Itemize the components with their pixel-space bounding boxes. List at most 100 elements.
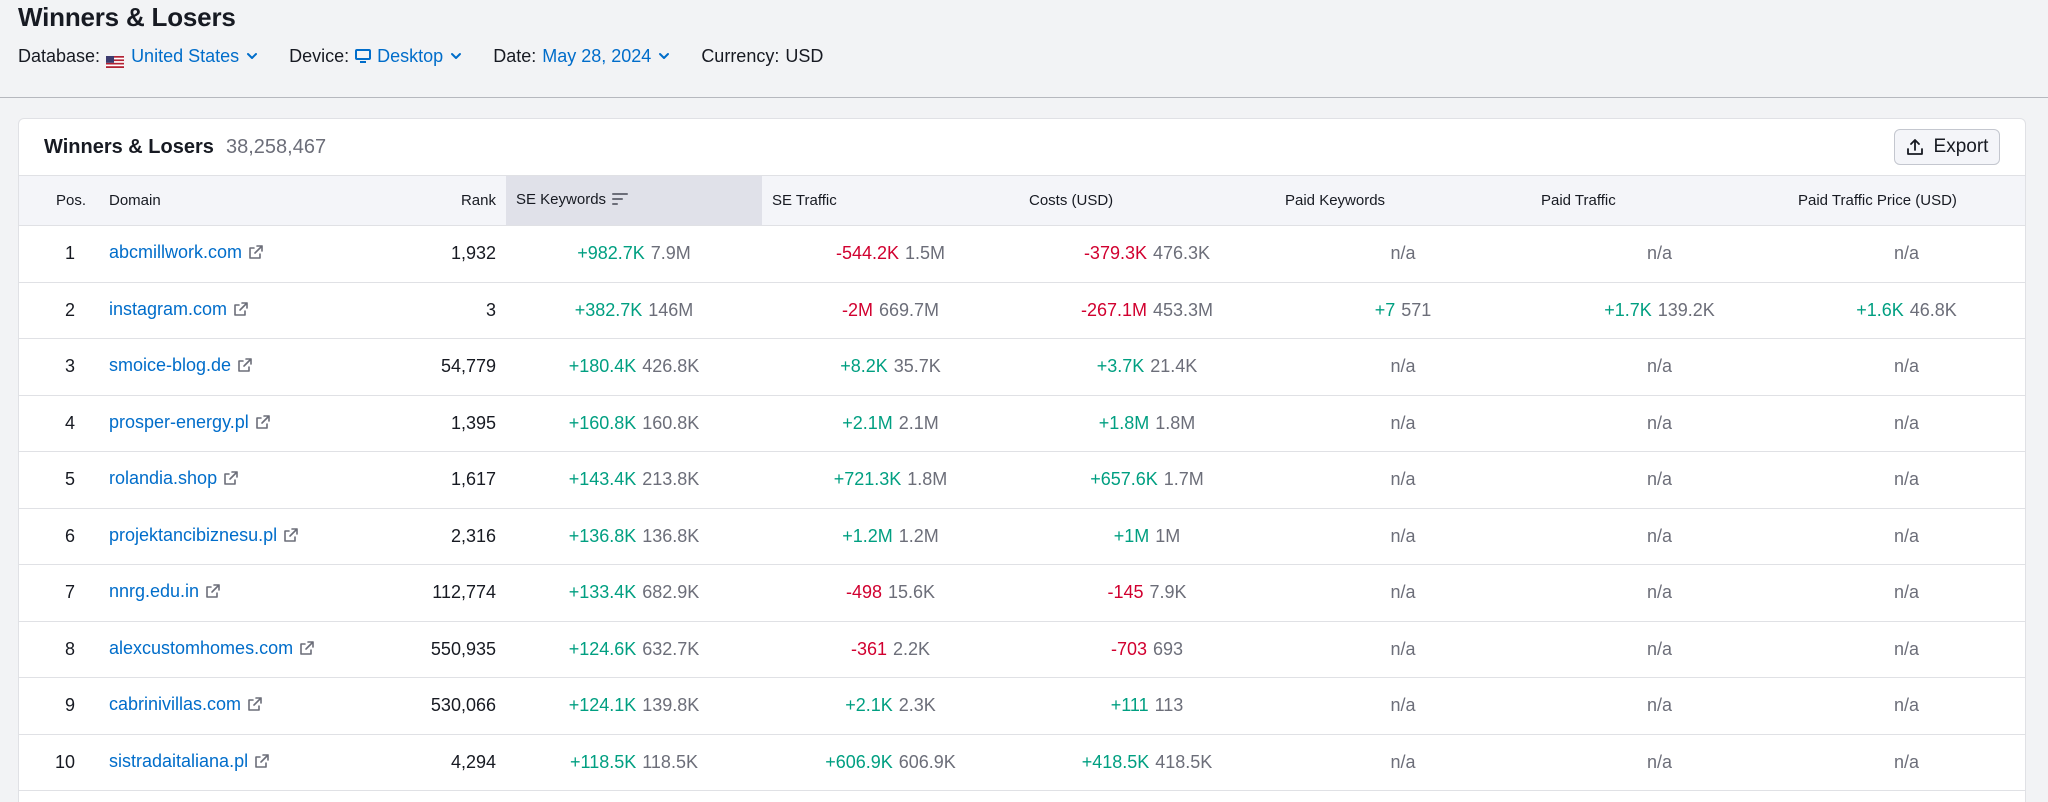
cell-se-keywords-delta: +136.8K	[568, 525, 637, 546]
cell-paid-traffic-price: n/a	[1788, 565, 2025, 622]
domain-link[interactable]: sistradaitaliana.pl	[109, 750, 249, 771]
table-row: 9 cabrinivillas.com 530,066 +124.1K 139.8K +2…	[19, 678, 2025, 735]
domain-link[interactable]: cabrinivillas.com	[109, 694, 242, 715]
domain-link[interactable]: smoice-blog.de	[109, 355, 232, 376]
domain-link[interactable]: prosper-energy.pl	[109, 411, 249, 432]
chevron-down-icon	[657, 49, 671, 63]
results-count: 38,258,467	[226, 136, 327, 158]
database-value: United States	[131, 46, 240, 66]
external-link-icon[interactable]	[254, 753, 270, 774]
cell-paid-traffic-price-value: n/a	[1893, 582, 1920, 603]
col-header-pos[interactable]: Pos.	[19, 175, 99, 226]
date-dropdown[interactable]: May 28, 2024	[542, 44, 671, 68]
cell-rank: 1,932	[450, 243, 496, 264]
cell-paid-traffic-delta: +1.7K	[1604, 299, 1652, 320]
cell-domain: nnrg.edu.in	[99, 565, 304, 622]
cell-costs: -703 693	[1019, 621, 1275, 678]
external-link-icon[interactable]	[255, 414, 271, 435]
cell-se-traffic: +606.9K 606.9K	[762, 734, 1019, 791]
cell-rank: 530,066	[430, 695, 496, 716]
cell-paid-traffic-price: +1.6K 46.8K	[1788, 282, 2025, 339]
cell-paid-keywords: n/a	[1275, 565, 1531, 622]
domain-link[interactable]: abcmillwork.com	[109, 242, 243, 263]
cell-rank: 3	[485, 299, 496, 320]
database-dropdown[interactable]: United States	[106, 44, 259, 68]
col-header-paid-keywords[interactable]: Paid Keywords	[1275, 175, 1531, 226]
external-link-icon[interactable]	[283, 527, 299, 548]
cell-pos: 1	[64, 243, 75, 264]
cell-se-keywords: +133.4K 682.9K	[506, 565, 762, 622]
cell-paid-traffic-value: 139.2K	[1657, 299, 1715, 320]
external-link-icon[interactable]	[299, 640, 315, 661]
cell-se-traffic: -498 15.6K	[762, 565, 1019, 622]
cell-se-traffic-delta: -498	[845, 582, 882, 603]
external-link-icon[interactable]	[223, 470, 239, 491]
cell-paid-traffic-value: n/a	[1646, 412, 1673, 433]
cell-se-keywords-delta: +124.1K	[568, 695, 637, 716]
sort-descending-icon[interactable]	[612, 192, 629, 210]
card-title: Winners & Losers	[44, 136, 214, 158]
results-table: Pos. Domain Rank SE Keywords SE Traffic …	[19, 175, 2025, 791]
cell-paid-keywords-value: n/a	[1390, 243, 1416, 264]
cell-paid-traffic-price: n/a	[1788, 621, 2025, 678]
cell-costs-value: 1M	[1155, 525, 1181, 546]
col-header-paid-traffic[interactable]: Paid Traffic	[1531, 175, 1788, 226]
domain-link[interactable]: projektancibiznesu.pl	[109, 524, 278, 545]
cell-se-keywords-delta: +180.4K	[568, 356, 637, 377]
cell-paid-traffic-price-value: n/a	[1893, 412, 1920, 433]
col-header-paid-traffic-price[interactable]: Paid Traffic Price (USD)	[1788, 175, 2025, 226]
external-link-icon[interactable]	[205, 583, 221, 604]
cell-paid-keywords: n/a	[1275, 678, 1531, 735]
cell-se-traffic: +1.2M 1.2M	[762, 508, 1019, 565]
cell-paid-traffic: n/a	[1531, 565, 1788, 622]
col-header-se-keywords-label: SE Keywords	[516, 191, 607, 208]
cell-paid-keywords: n/a	[1275, 339, 1531, 396]
cell-se-keywords: +160.8K 160.8K	[506, 395, 762, 452]
cell-se-traffic-value: 1.5M	[905, 243, 946, 264]
cell-domain: rolandia.shop	[99, 452, 304, 509]
domain-link[interactable]: nnrg.edu.in	[109, 581, 200, 602]
domain-link[interactable]: instagram.com	[109, 298, 228, 319]
cell-paid-traffic-price: n/a	[1788, 339, 2025, 396]
cell-paid-traffic-price-value: n/a	[1893, 751, 1920, 772]
external-link-icon[interactable]	[237, 357, 253, 378]
external-link-icon[interactable]	[247, 696, 263, 717]
device-value: Desktop	[377, 46, 444, 66]
export-button[interactable]: Export	[1894, 129, 2000, 165]
cell-se-traffic-value: 1.8M	[907, 469, 948, 490]
page-header: Winners & Losers Database: United States	[0, 0, 2048, 98]
cell-paid-keywords-value: n/a	[1390, 582, 1416, 603]
table-row: 4 prosper-energy.pl 1,395 +160.8K 160.8K +2.1…	[19, 395, 2025, 452]
cell-costs: +1M 1M	[1019, 508, 1275, 565]
cell-se-traffic-delta: -544.2K	[835, 243, 899, 264]
col-header-se-traffic[interactable]: SE Traffic	[762, 175, 1019, 226]
domain-link[interactable]: rolandia.shop	[109, 468, 218, 489]
cell-rank: 4,294	[450, 751, 496, 772]
cell-costs: +111 113	[1019, 678, 1275, 735]
cell-se-traffic-delta: +2.1M	[842, 412, 893, 433]
cell-se-traffic-value: 606.9K	[898, 751, 956, 772]
cell-pos: 2	[64, 299, 75, 320]
cell-costs-value: 113	[1154, 695, 1184, 716]
cell-paid-traffic-price-value: n/a	[1893, 356, 1920, 377]
cell-se-traffic-delta: +1.2M	[842, 525, 893, 546]
cell-se-keywords-value: 682.9K	[642, 582, 700, 603]
cell-se-traffic-delta: +606.9K	[825, 751, 893, 772]
device-dropdown[interactable]: Desktop	[355, 44, 463, 68]
cell-domain: projektancibiznesu.pl	[99, 508, 304, 565]
col-header-costs[interactable]: Costs (USD)	[1019, 175, 1275, 226]
col-header-se-keywords[interactable]: SE Keywords	[506, 175, 762, 226]
col-header-domain[interactable]: Domain	[99, 175, 304, 226]
external-link-icon[interactable]	[233, 301, 249, 322]
cell-paid-keywords-value: n/a	[1390, 695, 1416, 716]
cell-costs-value: 1.8M	[1155, 412, 1196, 433]
device-label: Device:	[289, 46, 350, 66]
domain-link[interactable]: alexcustomhomes.com	[109, 637, 294, 658]
cell-se-keywords-value: 426.8K	[642, 356, 700, 377]
cell-paid-traffic-value: n/a	[1646, 582, 1673, 603]
cell-paid-traffic: n/a	[1531, 452, 1788, 509]
cell-se-traffic: +2.1M 2.1M	[762, 395, 1019, 452]
chevron-down-icon	[449, 49, 463, 63]
external-link-icon[interactable]	[248, 244, 264, 265]
col-header-rank[interactable]: Rank	[304, 175, 506, 226]
